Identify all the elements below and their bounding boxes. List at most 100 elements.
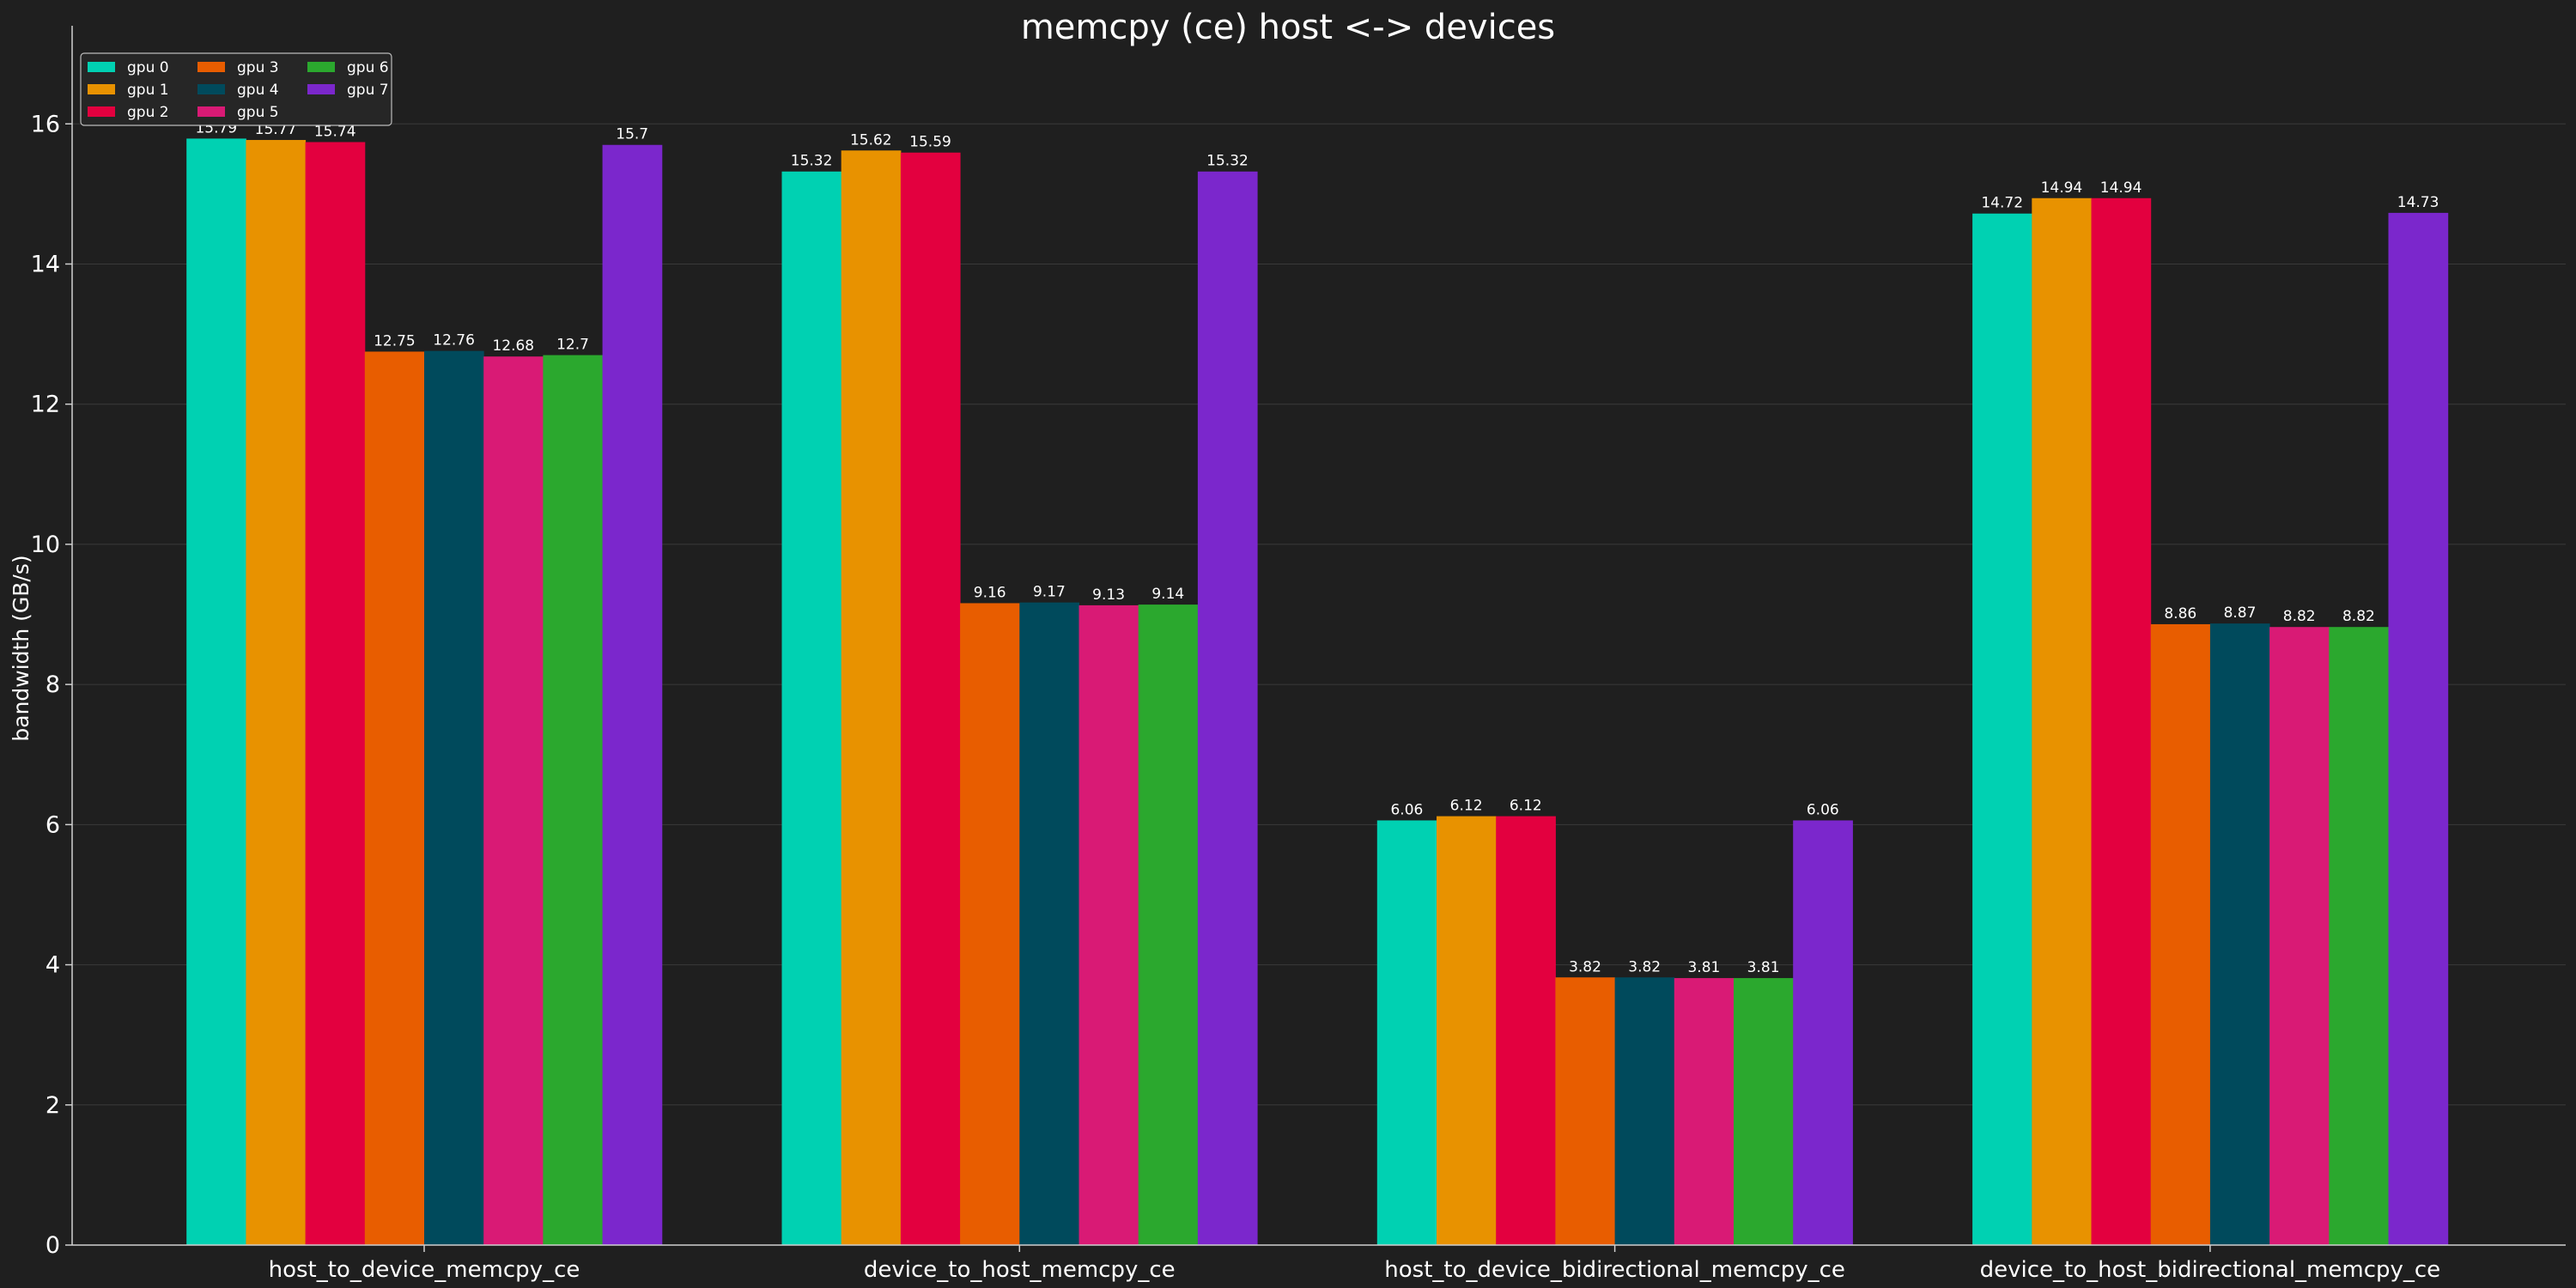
bar-gpu-7-3 — [2388, 212, 2449, 1246]
value-label: 3.82 — [1628, 958, 1661, 975]
bar-gpu-2-1 — [900, 152, 961, 1245]
legend-swatch — [88, 106, 115, 117]
value-label: 15.74 — [314, 123, 356, 140]
bar-gpu-4-2 — [1614, 977, 1675, 1245]
legend-swatch — [307, 62, 335, 72]
value-label: 8.82 — [2342, 608, 2375, 625]
legend-label: gpu 3 — [237, 59, 279, 76]
y-tick-label: 12 — [31, 392, 60, 418]
x-tick-labels: host_to_device_memcpy_ce device_to_host_m… — [269, 1257, 2441, 1283]
legend-item: gpu 5 — [197, 104, 279, 121]
bar-gpu-0-3 — [1972, 213, 2032, 1245]
bar-gpu-0-0 — [186, 138, 246, 1245]
value-label: 6.06 — [1390, 801, 1423, 818]
legend-label: gpu 0 — [127, 59, 169, 76]
y-tick-label: 4 — [46, 952, 60, 979]
legend-swatch — [307, 84, 335, 94]
value-label: 15.59 — [909, 134, 951, 151]
legend-swatch — [197, 62, 225, 72]
y-tick-label: 6 — [46, 811, 60, 838]
y-axis-title: bandwidth (GB/s) — [9, 555, 33, 741]
value-label: 8.87 — [2224, 605, 2257, 622]
bars — [186, 138, 2449, 1246]
legend-item: gpu 1 — [88, 82, 169, 99]
bar-gpu-4-1 — [1019, 602, 1079, 1245]
legend-item: gpu 4 — [197, 82, 279, 99]
y-tick-label: 2 — [46, 1092, 60, 1119]
value-label: 6.12 — [1510, 798, 1542, 815]
legend-label: gpu 4 — [237, 82, 279, 99]
value-label: 12.76 — [433, 332, 475, 349]
legend-label: gpu 5 — [237, 104, 279, 121]
value-label: 6.12 — [1450, 798, 1483, 815]
bar-gpu-0-2 — [1376, 820, 1437, 1245]
legend-item: gpu 6 — [307, 59, 389, 76]
legend-label: gpu 2 — [127, 104, 169, 121]
legend-swatch — [197, 106, 225, 117]
y-tick-label: 8 — [46, 671, 60, 698]
bar-gpu-6-0 — [543, 355, 604, 1245]
bar-gpu-5-1 — [1078, 605, 1139, 1245]
value-label: 14.72 — [1981, 195, 2023, 212]
legend-swatch — [88, 62, 115, 72]
legend-item: gpu 3 — [197, 59, 279, 76]
value-label: 3.81 — [1747, 959, 1780, 976]
bar-gpu-2-2 — [1496, 816, 1556, 1245]
value-label: 8.82 — [2283, 608, 2316, 625]
value-label: 14.94 — [2100, 179, 2142, 197]
bar-gpu-3-3 — [2150, 623, 2211, 1245]
value-label: 8.86 — [2164, 605, 2196, 623]
x-tick-label: host_to_device_bidirectional_memcpy_ce — [1384, 1257, 1845, 1283]
bar-gpu-6-2 — [1734, 978, 1794, 1245]
legend-item: gpu 2 — [88, 104, 169, 121]
value-label: 14.94 — [2041, 179, 2083, 197]
value-label: 3.81 — [1687, 959, 1720, 976]
bar-gpu-5-2 — [1674, 978, 1735, 1245]
bar-gpu-7-2 — [1793, 820, 1853, 1245]
bar-gpu-1-1 — [841, 150, 902, 1245]
bar-gpu-6-3 — [2329, 627, 2389, 1245]
legend-swatch — [88, 84, 115, 94]
bar-gpu-1-3 — [2032, 197, 2092, 1245]
axes — [65, 26, 2566, 1252]
bar-gpu-1-0 — [246, 140, 307, 1246]
legend: gpu 0 gpu 1 gpu 2 gpu 3 gpu 4 gpu 5 gpu 6 gpu 7 — [80, 52, 392, 126]
bar-gpu-3-0 — [364, 351, 425, 1245]
value-label: 9.14 — [1151, 586, 1184, 603]
legend-item: gpu 0 — [88, 59, 169, 76]
value-label: 9.16 — [974, 584, 1006, 601]
value-label: 3.82 — [1569, 958, 1601, 975]
chart-title: memcpy (ce) host <-> devices — [1021, 8, 1555, 47]
bar-gpu-7-0 — [602, 144, 663, 1246]
y-tick-label: 14 — [31, 251, 60, 277]
y-tick-labels: 0 2 4 6 8 10 12 14 16 — [31, 111, 60, 1259]
value-label: 14.73 — [2397, 194, 2439, 211]
y-tick-label: 10 — [31, 532, 60, 558]
value-label: 9.13 — [1092, 586, 1125, 604]
bar-gpu-0-1 — [781, 171, 842, 1246]
value-label: 9.17 — [1033, 584, 1066, 601]
bar-gpu-4-3 — [2209, 623, 2270, 1245]
x-tick-label: device_to_host_memcpy_ce — [864, 1257, 1176, 1283]
value-label: 12.75 — [374, 332, 416, 349]
x-tick-label: host_to_device_memcpy_ce — [269, 1257, 580, 1283]
bar-gpu-3-2 — [1555, 977, 1616, 1245]
value-label: 6.06 — [1807, 801, 1839, 818]
y-tick-label: 0 — [46, 1232, 60, 1259]
legend-swatch — [197, 84, 225, 94]
bar-gpu-2-0 — [305, 142, 366, 1245]
value-label: 15.62 — [850, 131, 892, 149]
bar-gpu-4-0 — [424, 350, 484, 1246]
legend-label: gpu 1 — [127, 82, 169, 99]
bar-gpu-6-1 — [1138, 605, 1199, 1245]
bar-gpu-5-0 — [483, 356, 544, 1245]
legend-label: gpu 6 — [347, 59, 389, 76]
value-label: 12.68 — [492, 337, 534, 355]
y-tick-label: 16 — [31, 111, 60, 137]
legend-item: gpu 7 — [307, 82, 389, 99]
x-tick-label: device_to_host_bidirectional_memcpy_ce — [1980, 1257, 2441, 1283]
bar-gpu-3-1 — [960, 603, 1020, 1245]
